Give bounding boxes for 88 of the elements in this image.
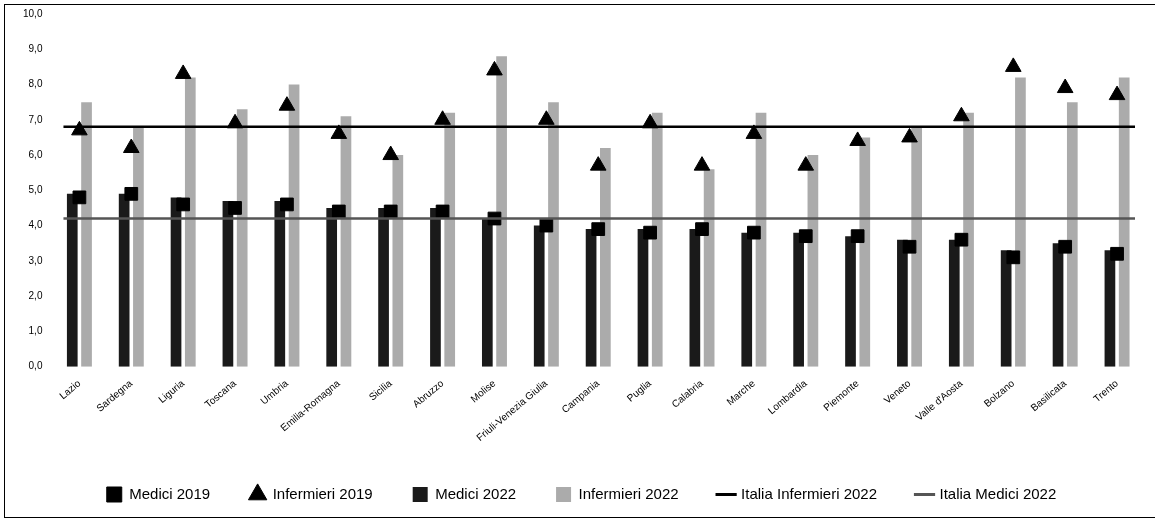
bar [1015,77,1026,367]
bar [66,193,78,367]
bar [948,239,960,367]
point [695,222,709,236]
point [797,156,815,171]
point [538,110,555,125]
bar [444,112,456,367]
point [901,127,918,143]
point [1005,57,1022,72]
bar [548,102,559,367]
point [1006,250,1021,265]
legend-label: Medici 2019 [129,484,211,502]
legend-label: Italia Medici 2022 [939,484,1057,502]
point [330,124,348,139]
point [1108,85,1126,101]
bar [133,126,144,367]
point [280,197,294,212]
legend-label: Infermieri 2019 [272,484,373,502]
point [589,156,607,171]
point [72,190,87,205]
bar [689,229,701,367]
point [383,204,398,219]
bar [845,236,856,367]
bar [741,232,753,367]
legend-label: Infermieri 2022 [578,484,679,502]
y-tick-label: 6,0 [28,148,43,160]
bar [793,232,804,367]
point [591,222,606,236]
bar [1066,102,1078,367]
y-tick-label: 1,0 [28,325,43,337]
point [382,145,399,161]
point [745,124,763,139]
y-tick-label: 2,0 [28,289,43,301]
y-tick-label: 4,0 [28,219,43,231]
point [954,232,969,247]
y-tick-label: 0,0 [28,360,43,372]
point [747,225,761,240]
bar [533,225,545,367]
point [1110,246,1124,261]
bar [118,193,130,367]
point [539,218,554,233]
bar [481,218,493,367]
point [176,197,191,212]
y-tick-label: 7,0 [28,113,43,125]
point [435,204,450,219]
point [850,229,865,244]
point [122,138,140,154]
bar [184,77,196,367]
bar [1000,250,1012,367]
point [643,225,657,240]
bar [236,109,248,367]
bar [378,207,389,367]
bar [897,239,908,367]
point [486,60,503,76]
bar [392,155,404,367]
bar [496,56,507,367]
bar [859,137,871,367]
bar [651,112,663,367]
point [1058,239,1073,254]
y-tick-label: 8,0 [28,78,43,90]
point [1056,78,1074,94]
point [902,239,917,254]
legend-label: Italia Infermieri 2022 [741,484,878,502]
bar [274,200,286,367]
y-tick-label: 3,0 [28,254,43,266]
bar [326,207,338,367]
point [693,156,711,171]
y-tick-label: 9,0 [28,43,43,55]
point [124,186,139,201]
point [278,96,296,111]
bar [600,148,611,367]
bar [963,112,974,367]
y-tick-label: 5,0 [28,184,43,196]
point [953,106,970,122]
y-tick-label: 10,0 [22,7,43,19]
point [174,64,192,79]
point [228,201,242,215]
point [434,110,451,125]
point [798,229,813,244]
point [331,204,346,219]
bar [911,126,923,367]
legend-label: Medici 2022 [435,484,517,502]
bar [585,229,597,367]
point [71,120,88,136]
bar [81,102,92,367]
bar [430,207,441,367]
bar [1118,77,1130,367]
point [849,131,866,146]
